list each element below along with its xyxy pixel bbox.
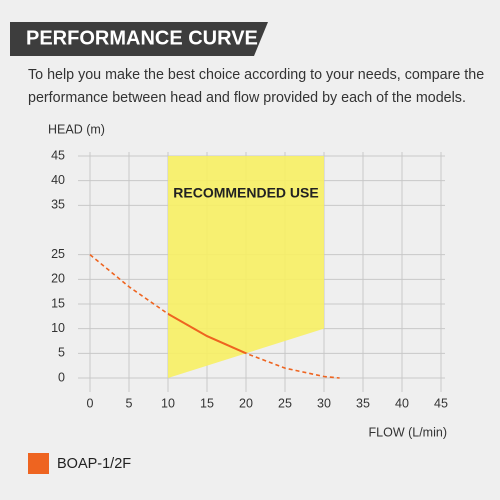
legend-swatch [28,453,49,474]
y-tick-label: 20 [51,272,65,286]
x-tick-label: 25 [278,396,292,410]
y-tick-label: 10 [51,321,65,335]
x-tick-label: 0 [87,396,94,410]
description-line: To help you make the best choice accordi… [28,67,484,83]
x-axis-label: FLOW (L/min) [369,425,447,439]
y-tick-label: 5 [58,346,65,360]
x-tick-label: 40 [395,396,409,410]
x-tick-label: 45 [434,396,448,410]
y-tick-label: 40 [51,173,65,187]
chart-title: PERFORMANCE CURVE [26,27,258,49]
y-tick-label: 25 [51,247,65,261]
legend-label: BOAP-1/2F [57,456,131,472]
x-tick-label: 5 [126,396,133,410]
recommended-region [168,156,324,378]
x-tick-label: 35 [356,396,370,410]
y-tick-label: 35 [51,198,65,212]
x-tick-label: 10 [161,396,175,410]
x-tick-label: 30 [317,396,331,410]
y-tick-label: 45 [51,148,65,162]
description-line: performance between head and flow provid… [28,90,466,106]
x-tick-label: 20 [239,396,253,410]
y-axis-label: HEAD (m) [48,122,105,136]
y-tick-label: 15 [51,296,65,310]
x-tick-label: 15 [200,396,214,410]
y-tick-label: 0 [58,370,65,384]
region-label: RECOMMENDED USE [173,185,318,201]
title-banner [10,22,268,56]
